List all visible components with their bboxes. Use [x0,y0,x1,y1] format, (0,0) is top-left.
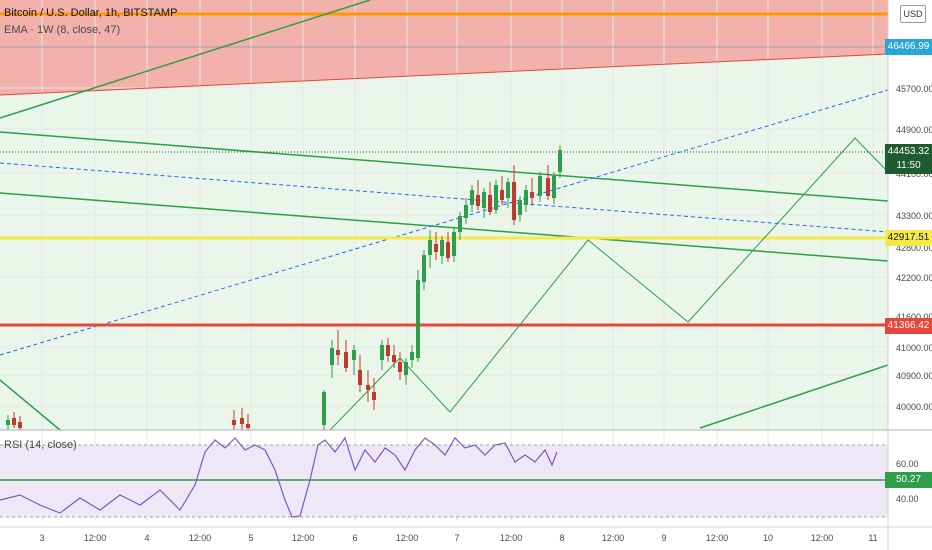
candle-body [470,190,474,205]
candle-body [12,418,16,425]
time-tick: 12:00 [706,533,729,543]
candle-body [546,178,550,196]
candle-body [366,385,370,390]
currency-button[interactable]: USD [900,5,926,23]
time-tick: 12:00 [84,533,107,543]
price-tick: 43300.00 [896,211,932,221]
grid [0,0,888,520]
candle-body [392,355,396,362]
time-tick: 12:00 [189,533,212,543]
red-channel-line[interactable] [0,53,889,96]
tag-41366: 41366.42 [885,318,932,334]
price-tick: 41000.00 [896,343,932,353]
price-tick: 41600.00 [896,312,932,322]
candle-body [530,192,534,198]
tag-countdown: 11:50 [885,158,932,174]
blue-dash-mid[interactable] [0,162,889,233]
candle-body [336,350,340,355]
time-tick: 9 [661,533,666,543]
candle-body [422,255,426,282]
price-tick: 42800.00 [896,243,932,253]
rsi-line [0,436,558,518]
candle-body [410,352,414,360]
green-trend-left[interactable] [0,379,61,431]
time-tick: 12:00 [602,533,625,543]
candlesticks [6,145,562,430]
time-axis[interactable]: 3 12:00 4 12:00 5 12:00 6 12:00 7 12:00 8 12:00 9 12:… [39,533,877,543]
candle-body [246,424,250,428]
candle-body [434,244,438,252]
candle-body [552,176,556,198]
candle-body [500,190,504,200]
candle-body [240,418,244,424]
price-axis[interactable]: 45700.00 44900.00 44100.00 43300.00 42800.00… [896,84,932,504]
price-tick: 40900.00 [896,371,932,381]
green-trend-top[interactable] [0,0,371,119]
candle-body [440,240,444,256]
time-tick: 6 [352,533,357,543]
candle-body [452,232,456,256]
candle-body [506,182,510,198]
rsi-band [0,445,888,517]
candle-body [512,182,516,220]
time-tick: 12:00 [396,533,419,543]
candle-body [518,200,522,215]
ema-indicator-label[interactable]: EMA · 1W (8, close, 47) [4,24,121,36]
green-channel-upper[interactable] [0,131,889,202]
green-trend-bottom[interactable] [699,364,889,429]
candle-body [352,350,356,360]
time-tick: 3 [39,533,44,543]
time-tick: 7 [454,533,459,543]
price-tick: 42200.00 [896,273,932,283]
blue-dash-trend[interactable] [0,89,889,356]
price-tick: 44900.00 [896,125,932,135]
time-tick: 8 [559,533,564,543]
time-tick: 11 [868,533,877,543]
green-channel-lower[interactable] [0,192,889,262]
candle-body [464,205,468,218]
candle-body [458,216,462,232]
candle-body [538,176,542,196]
candle-body [482,192,486,208]
time-tick: 4 [144,533,149,543]
candle-body [386,345,390,356]
time-tick: 5 [248,533,253,543]
symbol-title[interactable]: Bitcoin / U.S. Dollar, 1h, BITSTAMP [4,7,178,19]
candle-body [416,280,420,358]
tag-rsi-value: 50.27 [885,472,932,488]
candle-body [494,185,498,210]
candle-body [372,392,376,400]
candle-body [322,392,326,425]
rsi-tick: 40.00 [896,494,919,504]
candle-body [344,352,348,368]
tag-46466: 46466.99 [885,39,932,55]
rsi-tick: 60.00 [896,459,919,469]
time-tick: 10 [763,533,773,543]
tag-42917: 42917.51 [885,230,932,246]
time-tick: 12:00 [500,533,523,543]
price-tick: 44100.00 [896,169,932,179]
candle-body [358,370,362,385]
candle-body [330,348,334,365]
price-tick: 40000.00 [896,402,932,412]
candle-body [232,420,236,425]
time-tick: 12:00 [811,533,834,543]
candle-body [446,242,450,258]
tag-current-price: 44453.32 [885,144,932,160]
candle-body [524,190,528,205]
time-tick: 12:00 [292,533,315,543]
candle-body [380,345,384,360]
candle-body [18,422,22,428]
candle-body [6,420,10,425]
candle-body [488,195,492,212]
candle-body [398,362,402,372]
price-tick: 45700.00 [896,84,932,94]
candle-body [428,240,432,255]
candle-body [476,195,480,206]
candle-body [558,150,562,172]
rsi-indicator-label[interactable]: RSI (14, close) [4,439,77,451]
candle-body [404,362,408,375]
